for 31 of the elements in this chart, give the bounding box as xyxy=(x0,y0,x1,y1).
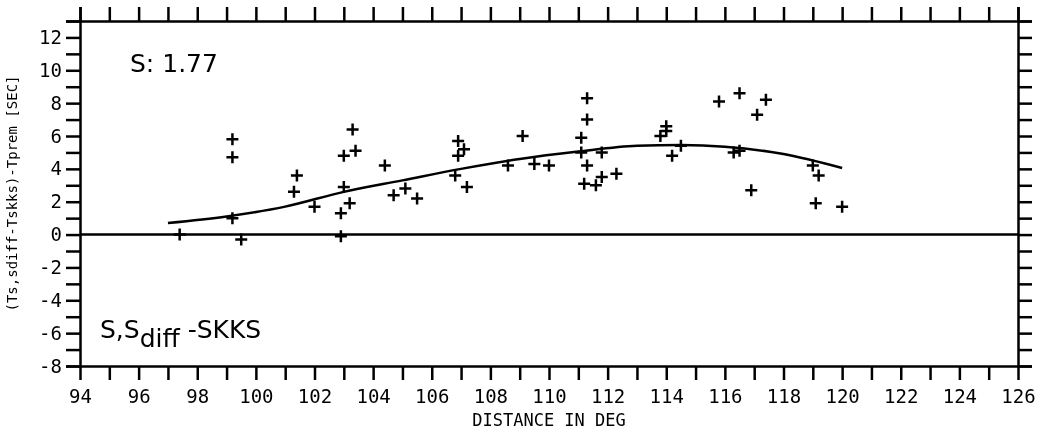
y-tick-label: 4 xyxy=(50,157,62,180)
x-tick-label: 108 xyxy=(473,385,509,408)
x-tick-label: 102 xyxy=(297,385,333,408)
y-tick-label: 8 xyxy=(50,91,62,114)
x-tick-label: 114 xyxy=(649,385,684,408)
annotation: S: 1.77 xyxy=(130,49,218,78)
y-axis-title: (Ts,sdiff-Tskks)-Tprem [SEC] xyxy=(4,75,20,312)
x-tick-label: 98 xyxy=(186,385,210,408)
x-tick-label: 104 xyxy=(356,385,391,408)
y-tick-label: -8 xyxy=(39,354,62,377)
y-tick-label: -4 xyxy=(39,288,62,311)
y-tick-label: 6 xyxy=(50,124,62,147)
x-tick-label: 100 xyxy=(239,385,274,408)
x-tick-label: 96 xyxy=(127,385,151,408)
y-tick-label: 2 xyxy=(50,190,62,213)
x-tick-label: 124 xyxy=(942,385,978,408)
x-tick-label: 120 xyxy=(825,385,860,408)
x-tick-label: 110 xyxy=(532,385,567,408)
x-tick-label: 106 xyxy=(415,385,450,408)
x-tick-label: 118 xyxy=(766,385,802,408)
x-tick-label: 112 xyxy=(590,385,626,408)
x-tick-label: 116 xyxy=(708,385,743,408)
x-axis-title: DISTANCE IN DEG xyxy=(472,410,626,430)
x-tick-label: 122 xyxy=(884,385,919,408)
y-tick-label: -6 xyxy=(39,321,62,344)
y-tick-label: -2 xyxy=(39,256,62,279)
y-tick-label: 0 xyxy=(50,223,62,246)
x-tick-label: 94 xyxy=(69,385,92,408)
y-tick-label: 10 xyxy=(39,58,62,81)
y-tick-label: 12 xyxy=(39,26,62,49)
x-tick-label: 126 xyxy=(1001,385,1036,408)
